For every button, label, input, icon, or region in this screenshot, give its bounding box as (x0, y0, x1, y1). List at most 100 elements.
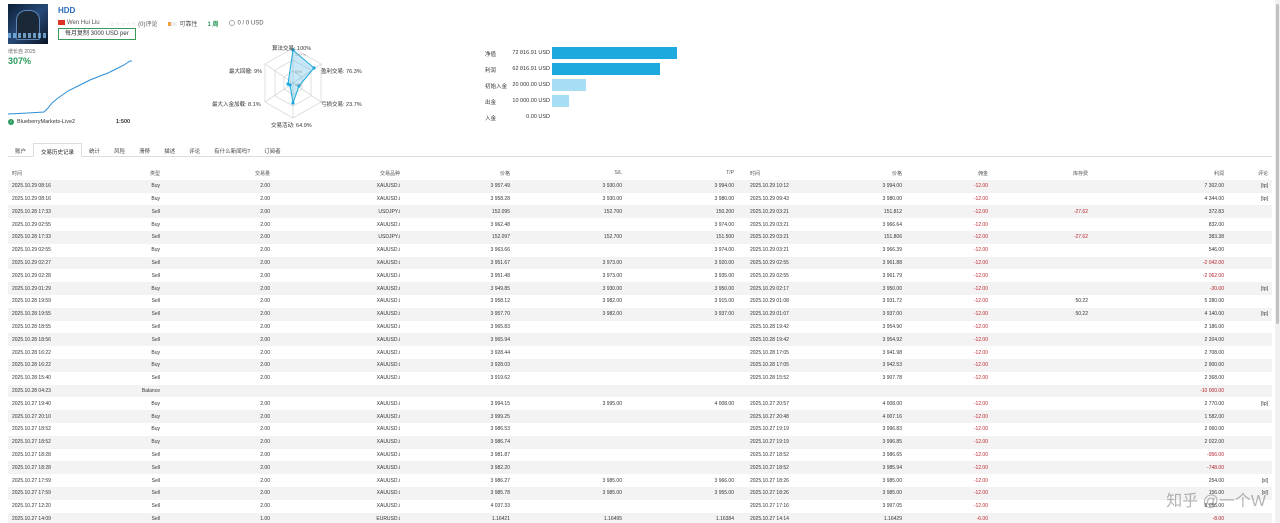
table-cell (1228, 512, 1272, 523)
table-cell: XAUUSD.i (376, 272, 400, 279)
growth-chart[interactable] (8, 58, 134, 120)
column-header[interactable]: 类型 (149, 170, 160, 177)
table-cell: -27.62 (992, 205, 1092, 219)
table-cell: -12.00 (906, 205, 992, 219)
table-cell: 2025.10.27 18:28 (8, 461, 98, 475)
table-cell: -12.00 (973, 426, 988, 433)
table-row[interactable]: 2025.10.28 18:56 Sell 2.00 XAUUSD.i 3 965.94… (8, 333, 1272, 347)
column-header[interactable]: T/P (726, 170, 734, 177)
table-row[interactable]: 2025.10.29 08:16 Buy 2.00 XAUUSD.i 3 958.28 3… (8, 193, 1272, 206)
table-cell (514, 461, 626, 475)
table-row[interactable]: 2025.10.29 02:55 Buy 2.00 XAUUSD.i 3 963.66 3… (8, 244, 1272, 257)
table-cell: 3 985.94 (828, 461, 906, 475)
table-cell: 2.00 (260, 221, 270, 228)
table-row[interactable]: 2025.10.27 20:10 Buy 2.00 XAUUSD.i 3 999.25 2… (8, 410, 1272, 423)
table-cell (626, 358, 738, 372)
table-cell: -12.00 (973, 323, 988, 330)
column-header[interactable]: S/L (614, 170, 622, 177)
column-header[interactable]: 交易量 (254, 170, 270, 177)
rating[interactable]: ☆☆☆☆☆ (0)评论 (109, 22, 158, 28)
table-cell: 372.83 (1092, 205, 1228, 219)
column-header[interactable]: 时间 (12, 170, 23, 177)
tab-3[interactable]: 风险 (114, 149, 126, 155)
table-row[interactable]: 2025.10.28 19:55 Sell 2.00 XAUUSD.i 3 957.70… (8, 307, 1272, 321)
table-cell (992, 193, 1092, 206)
table-cell: Sell (151, 451, 160, 458)
table-cell: 2025.10.28 19:42 (738, 333, 828, 347)
column-header[interactable]: 库存费 (1072, 170, 1088, 177)
table-row[interactable]: 2025.10.28 16:22 Buy 2.00 XAUUSD.i 3 928.44 2… (8, 346, 1272, 359)
table-cell (992, 346, 1092, 359)
table-cell: 2025.10.28 16:22 (12, 349, 51, 356)
table-row[interactable]: 2025.10.27 18:52 Buy 2.00 XAUUSD.i 3 986.74 2… (8, 435, 1272, 449)
column-header[interactable]: 价格 (891, 170, 902, 177)
author[interactable]: Wen Hui Liu (58, 20, 100, 27)
table-cell: 3 957.49 (404, 179, 514, 193)
table-cell: -12.00 (906, 230, 992, 244)
table-row[interactable]: 2025.10.29 08:16 Buy 2.00 XAUUSD.i 3 957.49 3… (8, 179, 1272, 193)
table-row[interactable]: 2025.10.28 19:59 Sell 2.00 XAUUSD.i 3 958.12… (8, 295, 1272, 308)
table-cell: XAUUSD.i (376, 298, 400, 305)
signal-title[interactable]: HDD (58, 6, 76, 15)
table-cell: -12.00 (973, 247, 988, 254)
table-row[interactable]: 2025.10.27 17:59 Sell 2.00 XAUUSD.i 3 985.78… (8, 486, 1272, 500)
table-row[interactable]: 2025.10.27 19:40 Buy 2.00 XAUUSD.i 3 994.15 3… (8, 397, 1272, 410)
column-header[interactable]: 利润 (1213, 170, 1224, 177)
column-header[interactable]: 评论 (1257, 170, 1268, 177)
table-row[interactable]: 2025.10.27 17:59 Sell 2.00 XAUUSD.i 3 986.27… (8, 474, 1272, 487)
radar-scale-100: 100+% (295, 53, 306, 57)
table-cell (626, 333, 738, 347)
table-cell: -8.00 (1092, 512, 1228, 523)
table-row[interactable]: 2025.10.28 17:33 Sell 2.00 USDJPY.i 152.097 1… (8, 230, 1272, 244)
table-row[interactable]: 2025.10.27 14:09 Sell 1.00 EURUSD.i 1.16421 1… (8, 512, 1272, 523)
table-row[interactable]: 2025.10.27 18:28 Sell 2.00 XAUUSD.i 3 981.87… (8, 449, 1272, 462)
tab-4[interactable]: 滑移 (139, 149, 151, 155)
tab-6[interactable]: 评论 (189, 149, 201, 155)
table-row[interactable]: 2025.10.27 12:20 Sell 2.00 XAUUSD.i 4 037.33… (8, 500, 1272, 513)
table-row[interactable]: 2025.10.29 02:27 Sell 2.00 XAUUSD.i 3 951.67… (8, 256, 1272, 270)
table-row[interactable]: 2025.10.28 18:55 Sell 2.00 XAUUSD.i 3 965.83… (8, 321, 1272, 334)
tab-0[interactable]: 账户 (15, 149, 27, 155)
broker-check-icon: ✓ (8, 119, 14, 125)
table-row[interactable]: 2025.10.28 17:33 Sell 2.00 USDJPY.i 152.095 1… (8, 205, 1272, 219)
table-cell: 2 060.00 (1204, 426, 1224, 433)
bar-fill[interactable] (552, 47, 677, 59)
table-cell: 3 981.87 (490, 451, 510, 458)
tab-1[interactable]: 交易历史记录 (33, 143, 83, 157)
table-cell: 3 994.00 (828, 179, 906, 193)
column-header[interactable]: 交易品种 (379, 170, 400, 177)
bar-fill[interactable] (552, 95, 570, 107)
balance-bars: 净值 72 816.91 USD 利润 62 816.91 USD 初始入金 20 000… (480, 46, 740, 126)
table-cell (1228, 449, 1272, 462)
table-row[interactable]: 2025.10.28 16:22 Buy 2.00 XAUUSD.i 3 928.03 2… (8, 358, 1272, 372)
table-row[interactable]: 2025.10.27 18:52 Buy 2.00 XAUUSD.i 3 986.53 2… (8, 423, 1272, 436)
table-row[interactable]: 2025.10.29 02:28 Sell 2.00 XAUUSD.i 3 951.48… (8, 269, 1272, 282)
tab-7[interactable]: 有什么新闻吗? (214, 149, 251, 155)
table-cell: 2025.10.27 14:14 (738, 512, 828, 523)
bar-label: 出金 (485, 100, 497, 106)
table-cell: 2 186.00 (1204, 323, 1224, 330)
table-row[interactable]: 2025.10.28 04:23 Balance -10 000.00 (8, 384, 1272, 398)
table-cell: 2025.10.29 01:07 (738, 307, 828, 321)
vertical-scrollbar[interactable] (1275, 0, 1280, 523)
column-header[interactable]: 价格 (499, 170, 510, 177)
table-cell (1228, 218, 1272, 231)
column-header[interactable]: 时间 (750, 170, 761, 177)
table-cell: -12.00 (973, 375, 988, 382)
tab-8[interactable]: 订阅者 (264, 149, 281, 155)
subscribe-button[interactable]: 每月复制 3000 USD per (58, 28, 136, 40)
signal-avatar[interactable] (8, 4, 48, 44)
table-row[interactable]: 2025.10.29 01:29 Buy 2.00 XAUUSD.i 3 949.85 3… (8, 282, 1272, 295)
table-cell: Sell (151, 375, 160, 382)
bar-fill[interactable] (552, 79, 587, 91)
bar-fill[interactable] (552, 63, 660, 75)
broker[interactable]: ✓ BlueberryMarkets-Live2 (8, 119, 76, 125)
table-row[interactable]: 2025.10.28 15:40 Sell 2.00 XAUUSD.i 3 919.62… (8, 372, 1272, 385)
tab-5[interactable]: 描述 (164, 149, 176, 155)
column-header[interactable]: 佣金 (977, 170, 988, 177)
table-cell: -6.00 (906, 512, 992, 523)
table-row[interactable]: 2025.10.27 18:28 Sell 2.00 XAUUSD.i 3 982.20… (8, 461, 1272, 475)
table-cell: -12.00 (906, 333, 992, 347)
tab-2[interactable]: 统计 (89, 149, 101, 155)
table-row[interactable]: 2025.10.29 02:55 Buy 2.00 XAUUSD.i 3 962.48 3… (8, 218, 1272, 231)
